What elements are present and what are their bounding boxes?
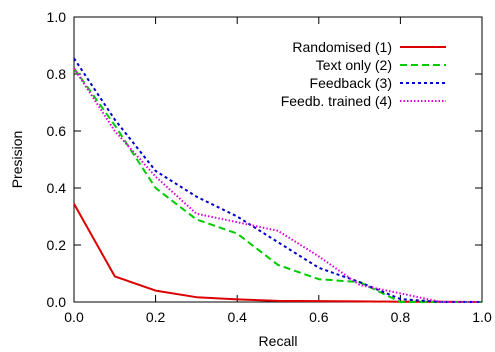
x-tick-label: 0.0 <box>64 309 84 325</box>
y-tick-label: 0.0 <box>47 294 67 310</box>
y-tick-label: 0.8 <box>47 66 67 82</box>
x-tick-label: 1.0 <box>472 309 492 325</box>
series-line-feedb-trained-4 <box>73 67 482 303</box>
x-tick-label: 0.2 <box>146 309 166 325</box>
y-tick-label: 0.6 <box>47 123 67 139</box>
legend-label-text-only-2: Text only (2) <box>316 57 392 73</box>
x-axis-title: Recall <box>259 333 298 349</box>
plot-frame <box>73 16 483 303</box>
x-tick-label: 0.8 <box>391 309 411 325</box>
series-lines <box>73 57 483 303</box>
y-axis-ticks: 0.0 0.2 0.4 0.6 0.8 1.0 <box>47 9 482 310</box>
plot-border <box>73 16 483 303</box>
y-tick-label: 0.4 <box>47 180 67 196</box>
y-axis-title: Presision <box>9 131 25 189</box>
legend-label-feedback-3: Feedback (3) <box>310 75 392 91</box>
x-axis-ticks: 0.0 0.2 0.4 0.6 0.8 1.0 <box>64 17 492 325</box>
legend-label-feedb-trained-4: Feedb. trained (4) <box>281 93 392 109</box>
series-line-text-only-2 <box>73 67 482 303</box>
y-tick-label: 1.0 <box>47 9 67 25</box>
legend: Randomised (1) Text only (2) Feedback (3) F… <box>281 39 446 109</box>
series-line-randomised-1 <box>73 203 483 303</box>
y-tick-label: 0.2 <box>47 237 67 253</box>
x-tick-label: 0.4 <box>227 309 247 325</box>
legend-label-randomised-1: Randomised (1) <box>292 39 392 55</box>
x-tick-label: 0.6 <box>309 309 329 325</box>
